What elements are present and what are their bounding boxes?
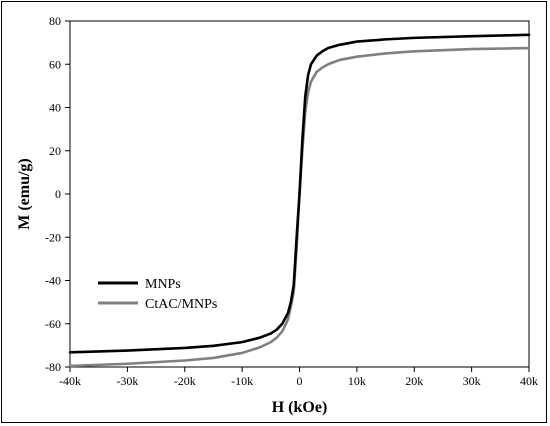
series-line-mnps [68,33,531,354]
y-tick-label: -80 [45,360,61,374]
y-tick-label: -20 [45,230,61,244]
y-tick-label: 80 [49,14,61,28]
y-tick-label: -60 [45,317,61,331]
y-axis-title: M (emu/g) [16,158,33,230]
x-tick-label: 30k [463,374,481,388]
legend: MNPs CtAC/MNPs [98,277,217,312]
y-tick-label: -40 [45,274,61,288]
y-tick-label: 60 [49,57,61,71]
x-tick-label: -40k [59,374,81,388]
x-tick-label: -20k [174,374,196,388]
x-tick-label: -10k [231,374,253,388]
legend-label-ctac-mnps: CtAC/MNPs [145,297,217,312]
y-axis-ticks: -80 -60 -40 -20 0 20 40 60 80 [45,14,70,374]
x-tick-label: -30k [116,374,138,388]
legend-label-mnps: MNPs [145,277,181,292]
y-tick-label: 20 [49,144,61,158]
x-tick-label: 40k [520,374,538,388]
x-axis-ticks: -40k -30k -20k -10k 0 10k 20k 30k 40k [59,367,538,388]
x-tick-label: 20k [405,374,423,388]
y-tick-label: 40 [49,101,61,115]
x-tick-label: 10k [348,374,366,388]
y-tick-label: 0 [55,187,61,201]
x-tick-label: 0 [297,374,303,388]
series-layer [68,33,531,368]
x-axis-title: H (kOe) [272,399,328,416]
